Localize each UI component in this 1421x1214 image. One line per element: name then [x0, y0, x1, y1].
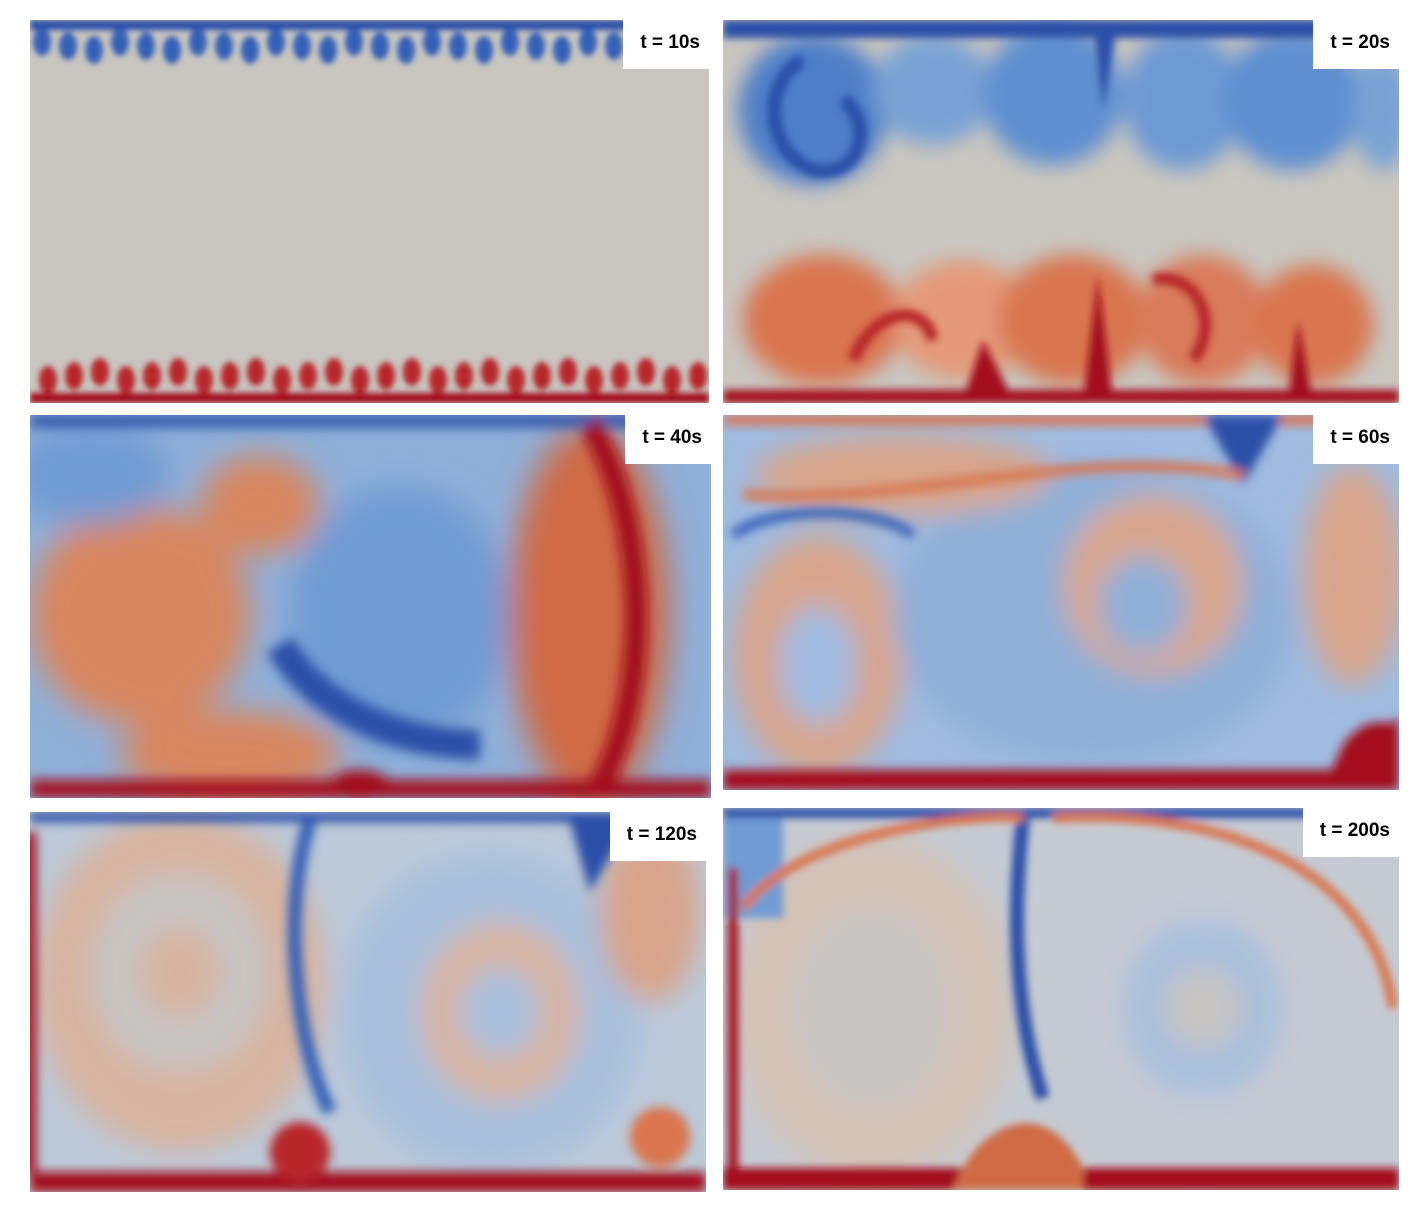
time-label: t = 120s [609, 812, 706, 861]
simulation-panel-t200: t = 200s [723, 808, 1399, 1190]
temperature-field-t40 [30, 415, 711, 798]
time-label: t = 10s [623, 20, 709, 69]
time-label: t = 20s [1313, 20, 1399, 69]
temperature-field-t20 [723, 20, 1399, 403]
temperature-field-t200 [723, 808, 1399, 1190]
temperature-field-t120 [30, 812, 706, 1192]
simulation-panel-t40: t = 40s [30, 415, 711, 798]
time-label: t = 60s [1313, 415, 1399, 464]
time-label: t = 40s [625, 415, 711, 464]
temperature-field-t10 [30, 20, 709, 403]
simulation-panel-t20: t = 20s [723, 20, 1399, 403]
time-label: t = 200s [1302, 808, 1399, 857]
simulation-panel-t10: t = 10s [30, 20, 709, 403]
simulation-panel-t60: t = 60s [723, 415, 1399, 790]
temperature-field-t60 [723, 415, 1399, 790]
simulation-panel-t120: t = 120s [30, 812, 706, 1192]
